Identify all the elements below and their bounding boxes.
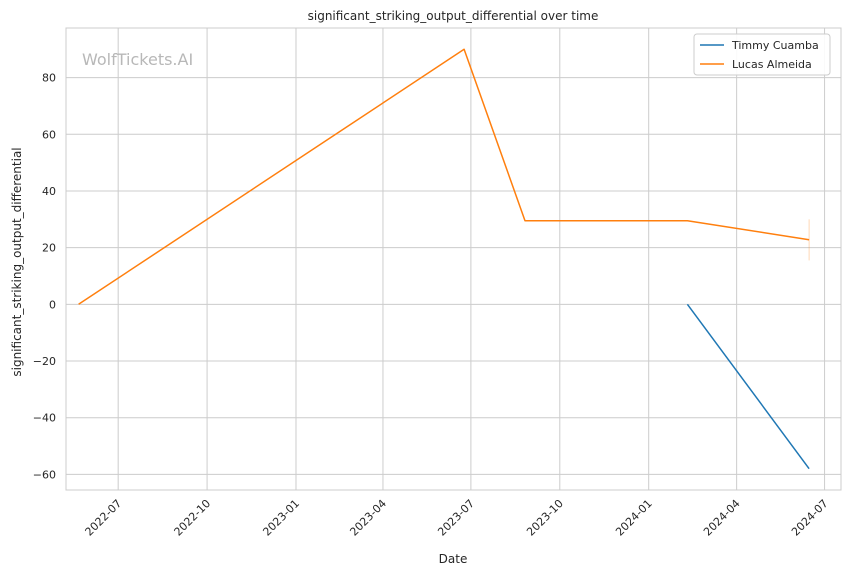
x-tick-label: 2024-07	[789, 497, 831, 539]
y-tick-label: −40	[33, 412, 56, 425]
legend-box	[693, 33, 831, 76]
y-tick-label: 40	[42, 185, 56, 198]
x-tick-label: 2022-07	[83, 497, 125, 539]
y-axis-label: significant_striking_output_differential	[10, 147, 24, 376]
series-layer	[78, 48, 810, 470]
y-tick-label: 80	[42, 72, 56, 85]
grid	[66, 28, 841, 490]
series-line-timmy-cuamba	[686, 303, 810, 470]
legend-label-lucas-almeida: Lucas Almeida	[732, 58, 812, 71]
y-tick-label: 0	[49, 298, 56, 311]
y-tick-label: −20	[33, 355, 56, 368]
plot-border	[65, 27, 842, 491]
y-tick-label: 60	[42, 128, 56, 141]
x-tick-label: 2023-04	[347, 497, 389, 539]
y-tick-label: 20	[42, 242, 56, 255]
x-axis-label: Date	[439, 552, 468, 566]
legend-label-timmy-cuamba: Timmy Cuamba	[731, 39, 819, 52]
series-line-lucas-almeida	[78, 48, 810, 305]
y-tick-label: −60	[33, 468, 56, 481]
x-tick-label: 2023-01	[260, 497, 302, 539]
x-tick-label: 2024-04	[701, 497, 743, 539]
watermark: WolfTickets.AI	[82, 50, 193, 69]
x-tick-label: 2022-10	[172, 497, 214, 539]
chart-title: significant_striking_output_differential…	[308, 9, 599, 23]
x-tick-label: 2023-10	[524, 497, 566, 539]
axes-frame	[65, 27, 842, 491]
tick-labels: 2022-07 2022-10 2023-01 2023-04 2023-07 2023-…	[33, 72, 831, 539]
x-tick-label: 2024-01	[613, 497, 655, 539]
legend: Timmy Cuamba Lucas Almeida	[693, 33, 831, 76]
x-tick-label: 2023-07	[435, 497, 477, 539]
